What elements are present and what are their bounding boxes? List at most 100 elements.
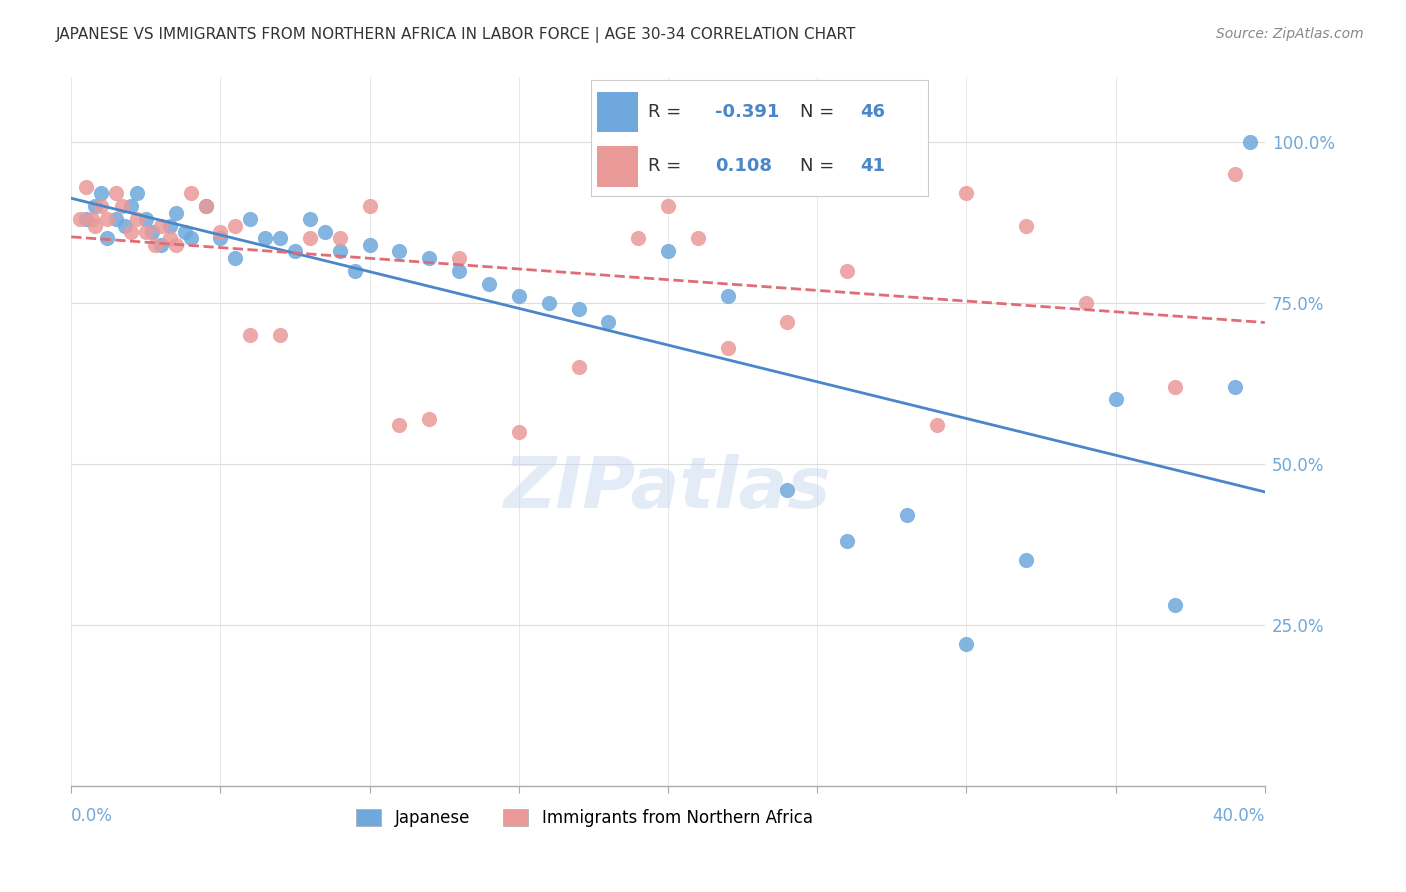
Point bbox=[224, 251, 246, 265]
Point bbox=[1015, 553, 1038, 567]
Point bbox=[717, 341, 740, 355]
Point bbox=[149, 238, 172, 252]
Text: R =: R = bbox=[648, 103, 681, 120]
FancyBboxPatch shape bbox=[598, 146, 638, 187]
Point bbox=[120, 199, 142, 213]
Point bbox=[955, 186, 977, 201]
Point bbox=[269, 328, 291, 343]
Point bbox=[314, 225, 336, 239]
Point bbox=[284, 244, 307, 259]
Point bbox=[835, 263, 858, 277]
Point bbox=[239, 328, 262, 343]
Point bbox=[114, 219, 136, 233]
Text: 41: 41 bbox=[860, 157, 886, 175]
Point bbox=[149, 219, 172, 233]
Text: -0.391: -0.391 bbox=[716, 103, 780, 120]
Point bbox=[657, 244, 679, 259]
Point bbox=[75, 180, 97, 194]
Legend: Japanese, Immigrants from Northern Africa: Japanese, Immigrants from Northern Afric… bbox=[350, 803, 820, 834]
Point bbox=[359, 238, 381, 252]
Point bbox=[84, 199, 107, 213]
Point bbox=[194, 199, 217, 213]
Point bbox=[125, 186, 148, 201]
Point bbox=[209, 225, 232, 239]
Point bbox=[239, 212, 262, 227]
Point bbox=[537, 295, 560, 310]
Point bbox=[388, 244, 411, 259]
Text: Source: ZipAtlas.com: Source: ZipAtlas.com bbox=[1216, 27, 1364, 41]
Point bbox=[120, 225, 142, 239]
Point bbox=[269, 231, 291, 245]
Point bbox=[298, 231, 321, 245]
Point bbox=[449, 263, 471, 277]
Text: ZIPatlas: ZIPatlas bbox=[505, 454, 832, 523]
Point bbox=[96, 231, 118, 245]
Point bbox=[418, 251, 440, 265]
Point bbox=[159, 231, 181, 245]
Point bbox=[329, 231, 352, 245]
Point bbox=[1074, 295, 1097, 310]
Point bbox=[135, 225, 157, 239]
Point bbox=[254, 231, 277, 245]
Point bbox=[165, 205, 187, 219]
Point bbox=[776, 483, 799, 497]
Point bbox=[180, 231, 202, 245]
Point bbox=[111, 199, 134, 213]
Point bbox=[96, 212, 118, 227]
Point bbox=[508, 425, 530, 439]
Point bbox=[896, 508, 918, 523]
Point bbox=[1239, 135, 1261, 149]
Text: 40.0%: 40.0% bbox=[1212, 807, 1265, 825]
Point bbox=[567, 360, 589, 375]
Point bbox=[925, 418, 948, 433]
Point bbox=[125, 212, 148, 227]
Point bbox=[90, 186, 112, 201]
Point bbox=[598, 315, 620, 329]
Point bbox=[449, 251, 471, 265]
Point bbox=[329, 244, 352, 259]
Text: R =: R = bbox=[648, 157, 681, 175]
Point bbox=[776, 315, 799, 329]
Point bbox=[1164, 379, 1187, 393]
Point bbox=[1223, 379, 1246, 393]
Point bbox=[82, 212, 104, 227]
Point bbox=[75, 212, 97, 227]
Point bbox=[508, 289, 530, 303]
Point bbox=[143, 238, 166, 252]
Point bbox=[180, 186, 202, 201]
Point bbox=[835, 534, 858, 549]
FancyBboxPatch shape bbox=[598, 92, 638, 132]
Point bbox=[657, 199, 679, 213]
Text: 0.108: 0.108 bbox=[716, 157, 772, 175]
Point bbox=[141, 225, 163, 239]
Text: JAPANESE VS IMMIGRANTS FROM NORTHERN AFRICA IN LABOR FORCE | AGE 30-34 CORRELATI: JAPANESE VS IMMIGRANTS FROM NORTHERN AFR… bbox=[56, 27, 856, 43]
Point bbox=[686, 231, 709, 245]
Point bbox=[627, 231, 650, 245]
Point bbox=[105, 212, 128, 227]
Text: N =: N = bbox=[800, 157, 834, 175]
Point bbox=[388, 418, 411, 433]
Point bbox=[955, 637, 977, 651]
Text: 0.0%: 0.0% bbox=[72, 807, 112, 825]
Point bbox=[567, 302, 589, 317]
Point bbox=[194, 199, 217, 213]
Point bbox=[224, 219, 246, 233]
Point bbox=[717, 289, 740, 303]
Point bbox=[105, 186, 128, 201]
Point bbox=[1104, 392, 1126, 407]
Point bbox=[135, 212, 157, 227]
Point bbox=[418, 411, 440, 425]
Text: N =: N = bbox=[800, 103, 834, 120]
Point bbox=[359, 199, 381, 213]
Point bbox=[173, 225, 195, 239]
Point bbox=[69, 212, 91, 227]
Point bbox=[1015, 219, 1038, 233]
Text: 46: 46 bbox=[860, 103, 886, 120]
Point bbox=[90, 199, 112, 213]
Point bbox=[1223, 167, 1246, 181]
Point bbox=[478, 277, 501, 291]
Point bbox=[84, 219, 107, 233]
Point bbox=[209, 231, 232, 245]
Point bbox=[298, 212, 321, 227]
Point bbox=[1164, 599, 1187, 613]
